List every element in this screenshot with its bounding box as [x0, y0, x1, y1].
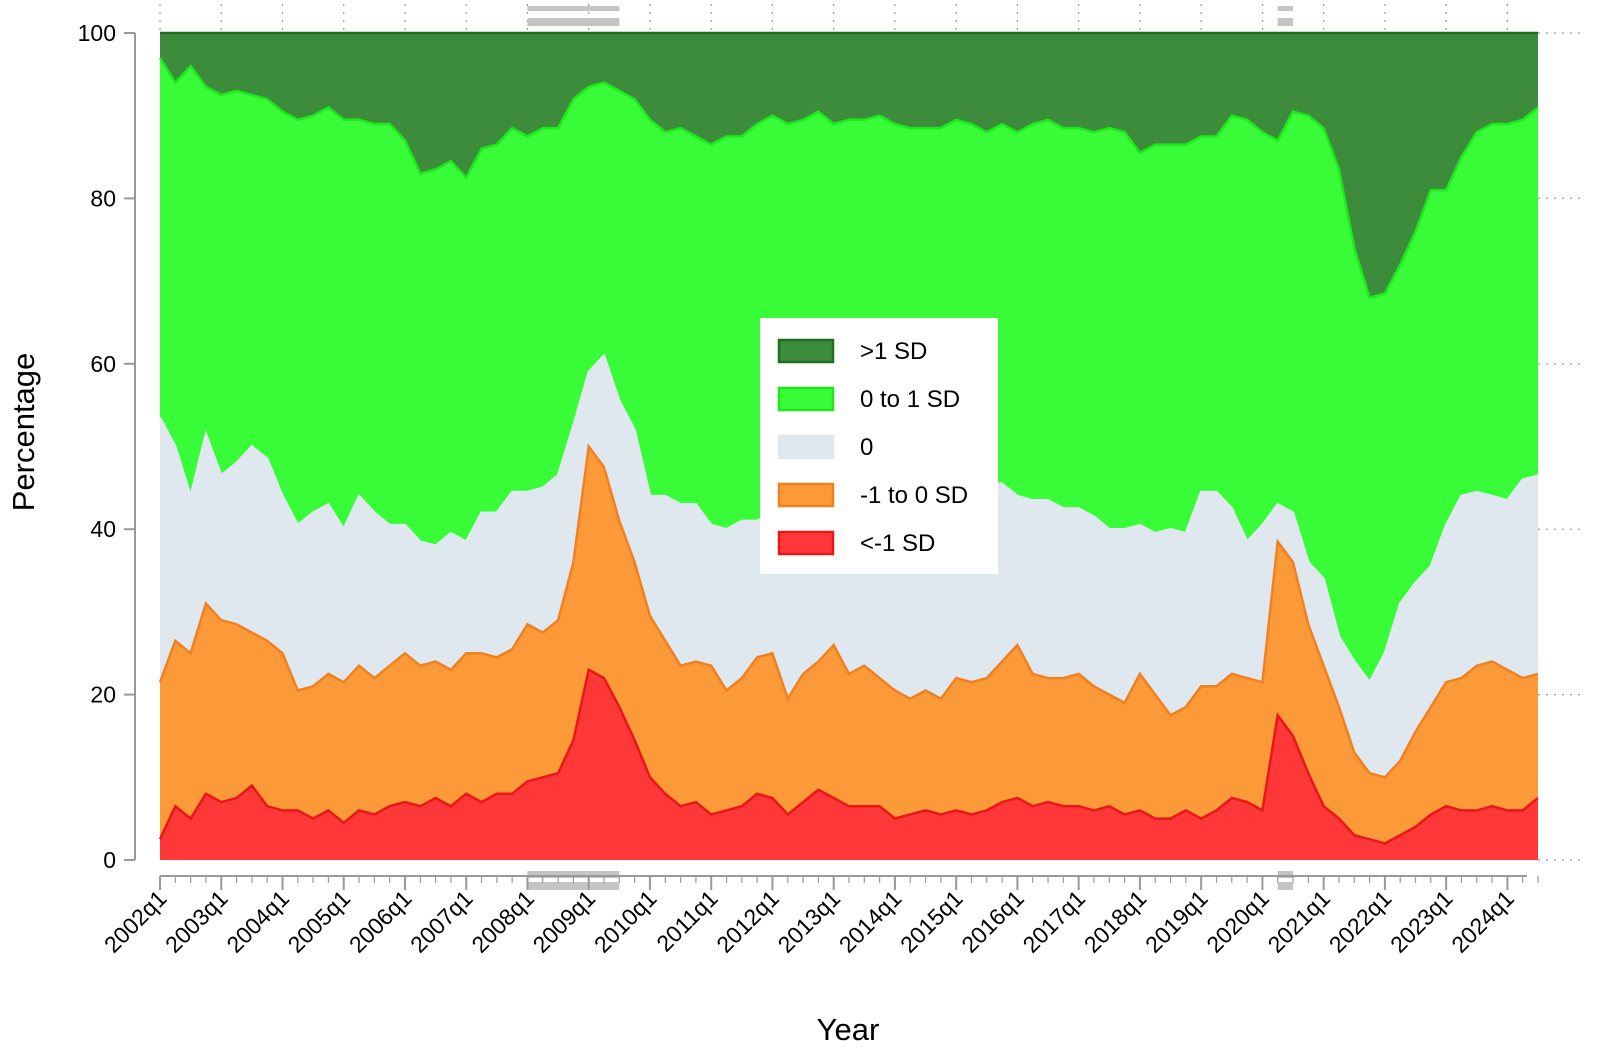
area--1-sd — [160, 33, 1538, 298]
gridlines — [159, 4, 1585, 861]
legend-label: >1 SD — [860, 338, 927, 365]
legend-label: <-1 SD — [860, 530, 935, 557]
y-tick-label: 60 — [90, 351, 116, 377]
x-tick-label: 2008q1 — [466, 885, 539, 958]
axes — [134, 33, 1527, 877]
legend: >1 SD 0 to 1 SD 0 -1 to 0 SD <-1 SD — [760, 318, 998, 574]
x-tick-label: 2006q1 — [344, 885, 417, 958]
x-tick-label: 2017q1 — [1018, 885, 1091, 958]
legend-label: 0 to 1 SD — [860, 386, 960, 413]
x-tick-label: 2010q1 — [589, 885, 662, 958]
x-tick-label: 2002q1 — [99, 885, 172, 958]
y-axis-title: Percentage — [6, 353, 41, 512]
y-axis-ticks: 0 20 40 60 80 100 — [78, 20, 135, 873]
x-tick-label: 2003q1 — [160, 885, 233, 958]
x-axis-ticks: 2002q12003q12004q12005q12006q12007q12008… — [99, 876, 1539, 958]
recession-marker — [527, 18, 620, 26]
x-tick-label: 2020q1 — [1201, 885, 1274, 958]
recession-marker — [1277, 18, 1294, 26]
y-tick-label: 20 — [90, 682, 116, 708]
x-tick-label: 2018q1 — [1079, 885, 1152, 958]
series-line — [158, 443, 1539, 779]
x-tick-label: 2023q1 — [1385, 885, 1458, 958]
x-tick-label: 2014q1 — [834, 885, 907, 958]
legend-label: 0 — [860, 434, 873, 461]
recession-marker — [1277, 6, 1294, 11]
recession-marker — [527, 882, 620, 890]
area--1-sd — [160, 669, 1538, 860]
x-tick-label: 2016q1 — [956, 885, 1029, 958]
x-tick-label: 2007q1 — [405, 885, 478, 958]
y-tick-label: 80 — [90, 185, 116, 211]
recession-marker — [527, 6, 620, 11]
recession-marker — [1277, 882, 1294, 890]
x-tick-label: 2005q1 — [283, 885, 356, 958]
x-tick-label: 2021q1 — [1262, 885, 1335, 958]
recession-marker — [527, 871, 620, 878]
series-line — [158, 57, 1539, 300]
recession-shading — [527, 6, 1294, 890]
x-tick-label: 2012q1 — [711, 885, 784, 958]
x-tick-label: 2022q1 — [1324, 885, 1397, 958]
area--1-to-0-sd — [160, 446, 1538, 844]
x-axis-title: Year — [817, 1012, 880, 1047]
y-tick-label: 0 — [103, 847, 116, 873]
legend-swatch — [777, 338, 835, 364]
x-tick-label: 2015q1 — [895, 885, 968, 958]
y-tick-label: 100 — [78, 20, 116, 46]
x-tick-label: 2004q1 — [221, 885, 294, 958]
series-line — [158, 667, 1539, 845]
x-tick-label: 2013q1 — [773, 885, 846, 958]
legend-swatch — [777, 434, 835, 460]
legend-swatch — [777, 386, 835, 412]
x-tick-label: 2009q1 — [528, 885, 601, 958]
x-tick-label: 2019q1 — [1140, 885, 1213, 958]
legend-label: -1 to 0 SD — [860, 482, 968, 509]
x-tick-label: 2011q1 — [651, 885, 722, 956]
legend-swatch — [777, 482, 835, 508]
y-tick-label: 40 — [90, 516, 116, 542]
recession-marker — [1277, 871, 1294, 878]
x-tick-label: 2024q1 — [1446, 885, 1519, 958]
legend-swatch — [777, 530, 835, 556]
